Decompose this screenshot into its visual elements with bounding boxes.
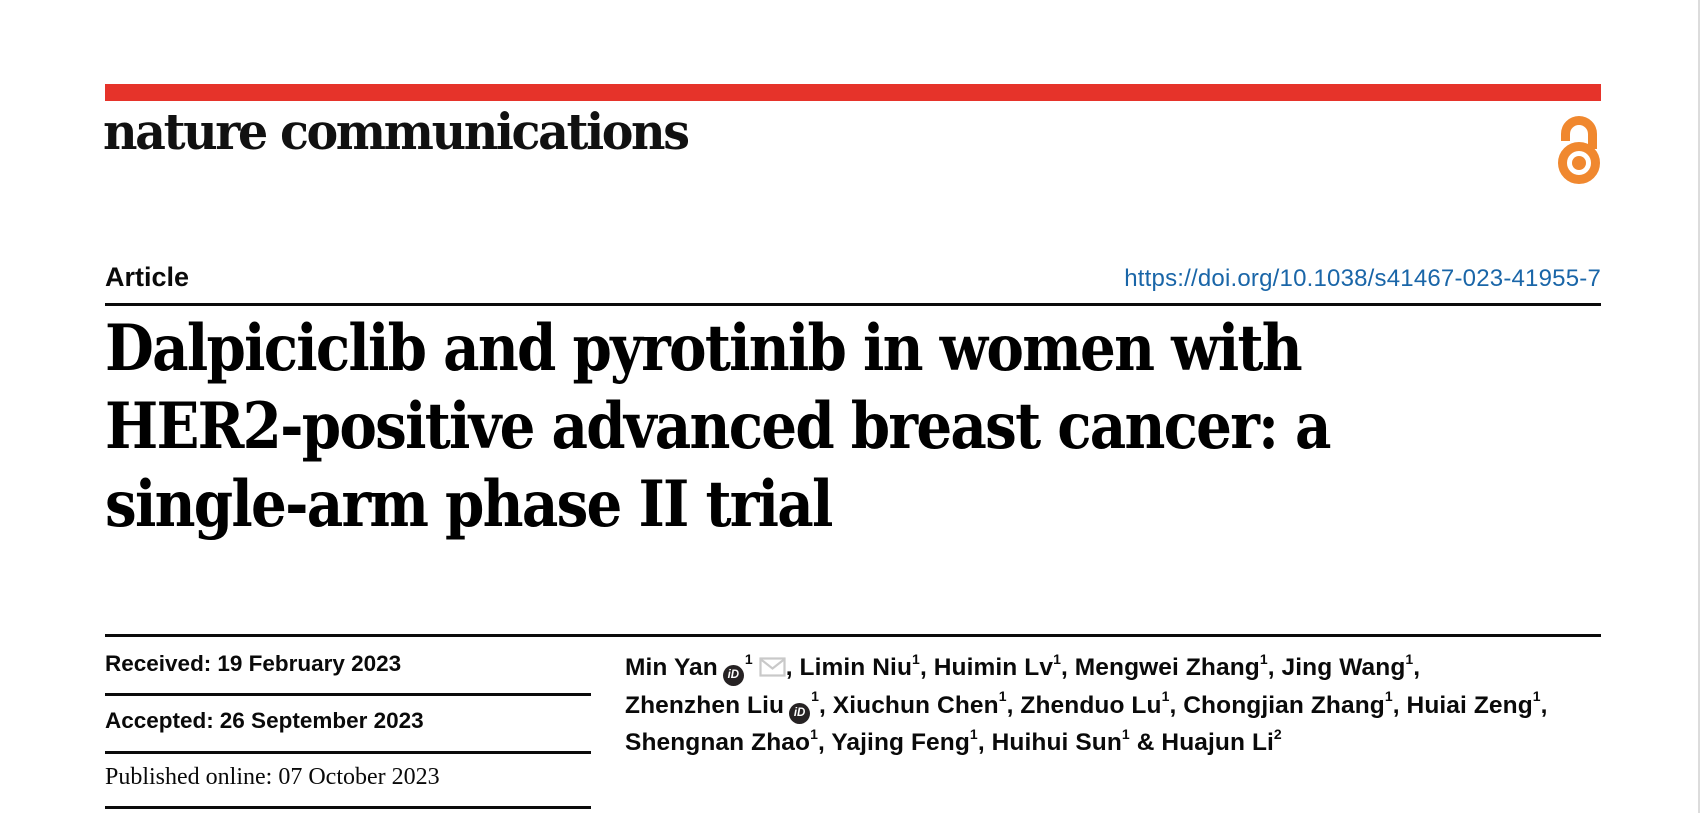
author-line: Zhenzhen Liu iD1, Xiuchun Chen1, Zhenduo … xyxy=(625,687,1555,725)
author-name-text: , Xiuchun Chen xyxy=(818,691,999,719)
header-rule xyxy=(105,303,1601,306)
date-divider-1 xyxy=(105,693,591,696)
affiliation-superscript: 1 xyxy=(912,650,920,667)
author-name-text: , Limin Niu xyxy=(785,654,913,681)
doi-link[interactable]: https://doi.org/10.1038/s41467-023-41955… xyxy=(1124,265,1601,292)
affiliation-superscript: 1 xyxy=(969,725,978,742)
author-name-text: , Mengwei Zhang xyxy=(1060,654,1260,681)
author-name-text: & Huajun Li xyxy=(1129,729,1274,756)
envelope-icon[interactable] xyxy=(759,657,786,677)
affiliation-superscript: 2 xyxy=(1273,725,1282,742)
author-line: Shengnan Zhao1, Yajing Feng1, Huihui Sun… xyxy=(625,724,1555,762)
author-name-text: , Jing Wang xyxy=(1267,654,1406,681)
author-name-text: Zhenzhen Liu xyxy=(625,691,785,719)
date-divider-3 xyxy=(105,806,591,809)
author-name-text: , Huimin Lv xyxy=(919,654,1054,681)
author-name-text: Min Yan xyxy=(625,654,718,681)
published-value: 07 October 2023 xyxy=(278,764,440,790)
journal-logo: nature communications xyxy=(103,102,690,161)
received-value: 19 February 2023 xyxy=(217,651,402,676)
author-name-text: , Huihui Sun xyxy=(977,729,1122,756)
affiliation-superscript: 1 xyxy=(1121,725,1130,742)
affiliation-superscript: 1 xyxy=(1384,688,1393,705)
author-name-text: , Yajing Feng xyxy=(817,729,970,756)
affiliation-superscript: 1 xyxy=(1532,688,1541,705)
author-name-text: , Huiai Zeng xyxy=(1392,691,1533,719)
affiliation-superscript: 1 xyxy=(811,688,819,705)
orcid-icon[interactable]: iD xyxy=(722,665,744,687)
article-type-label: Article xyxy=(105,262,190,292)
affiliation-superscript: 1 xyxy=(744,650,753,667)
accepted-value: 26 September 2023 xyxy=(219,708,424,733)
orcid-icon[interactable]: iD xyxy=(789,702,811,724)
title-line-1: Dalpiciclib and pyrotinib in women with xyxy=(105,311,1303,386)
author-lines: Min Yan iD1, Limin Niu1, Huimin Lv1, Meng… xyxy=(625,649,1555,762)
brand-red-bar xyxy=(105,84,1601,101)
author-name-text: , Chongjian Zhang xyxy=(1169,691,1385,719)
received-date: Received: 19 February 2023 xyxy=(105,651,401,677)
affiliation-superscript: 1 xyxy=(810,725,818,742)
date-divider-2 xyxy=(105,751,591,754)
author-name-text: , xyxy=(1540,691,1548,719)
accepted-date: Accepted: 26 September 2023 xyxy=(105,708,424,734)
info-top-rule xyxy=(105,634,1601,637)
author-name-text: , Zhenduo Lu xyxy=(1006,691,1162,719)
received-label: Received: xyxy=(105,651,212,676)
affiliation-superscript: 1 xyxy=(998,688,1007,705)
open-access-icon xyxy=(1558,116,1600,184)
affiliation-superscript: 1 xyxy=(1259,650,1268,667)
page-edge-line xyxy=(1698,0,1700,813)
author-name-text: , xyxy=(1413,654,1421,681)
affiliation-superscript: 1 xyxy=(1161,688,1170,705)
paper-title: Dalpiciclib and pyrotinib in women with … xyxy=(105,310,1332,544)
title-line-3: single-arm phase II trial xyxy=(105,467,833,542)
title-line-2: HER2-positive advanced breast cancer: a xyxy=(105,389,1332,464)
published-date: Published online: 07 October 2023 xyxy=(105,764,440,791)
accepted-label: Accepted: xyxy=(105,708,214,733)
author-line: Min Yan iD1, Limin Niu1, Huimin Lv1, Meng… xyxy=(625,649,1555,687)
affiliation-superscript: 1 xyxy=(1053,650,1061,667)
affiliation-superscript: 1 xyxy=(1405,650,1414,667)
published-label: Published online: xyxy=(105,764,273,790)
author-name-text: Shengnan Zhao xyxy=(625,729,811,756)
